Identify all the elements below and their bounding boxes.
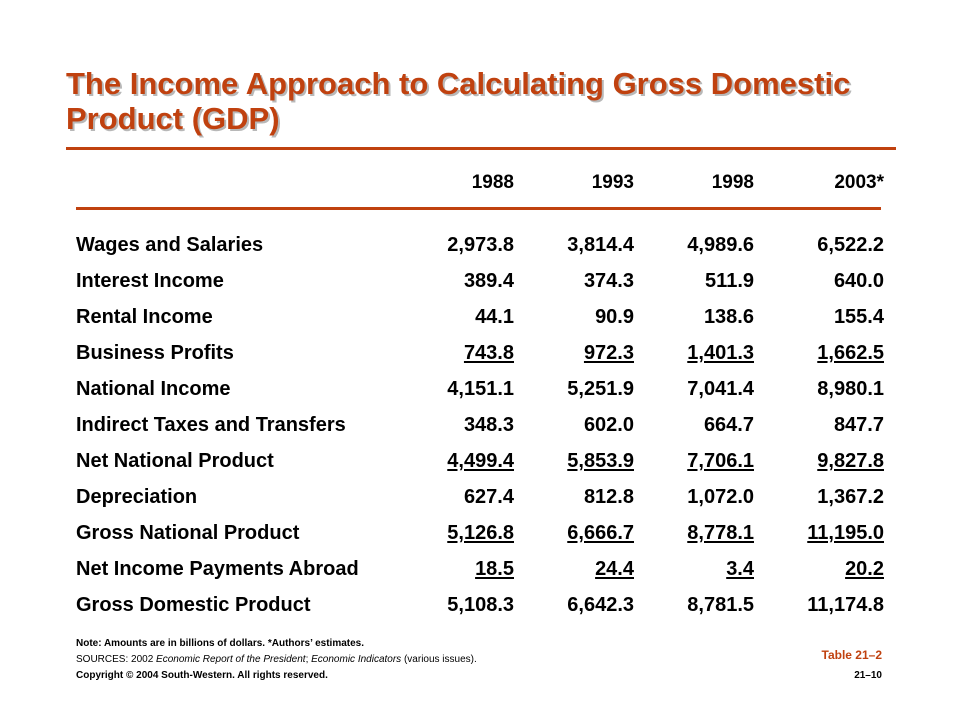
cell-value: 4,989.6 [687,234,754,256]
table-row: Rental Income 44.1 90.9 138.6 155.4 [0,306,960,342]
cell-value: 155.4 [833,306,884,328]
copyright-notice: Copyright © 2004 South-Western. All righ… [76,670,328,681]
table-row: Net National Product 4,499.4 5,853.9 7,7… [0,450,960,486]
header-divider [76,207,881,210]
cell-value: 640.0 [833,270,884,292]
cell-value: 5,126.8 [447,522,514,544]
cell-value: 8,781.5 [687,594,754,616]
table-row: Wages and Salaries 2,973.8 3,814.4 4,989… [0,234,960,270]
sources-title-2: Economic Indicators [311,654,402,665]
cell-value: 11,195.0 [807,522,884,544]
row-label: Net Income Payments Abroad [76,558,359,580]
table-note: Note: Amounts are in billions of dollars… [76,638,365,649]
cell-value: 627.4 [463,486,514,508]
cell-value: 8,980.1 [817,378,884,400]
row-label: Net National Product [76,450,274,472]
cell-value: 9,827.8 [817,450,884,472]
table-row: Gross National Product 5,126.8 6,666.7 8… [0,522,960,558]
cell-value: 7,041.4 [687,378,754,400]
cell-value: 812.8 [583,486,634,508]
table-row: Net Income Payments Abroad 18.5 24.4 3.4… [0,558,960,594]
cell-value: 1,367.2 [817,486,884,508]
title-divider [66,147,896,150]
cell-value: 6,642.3 [567,594,634,616]
cell-value: 24.4 [595,558,634,580]
column-header-1998: 1998 [711,172,754,193]
row-label: Gross Domestic Product [76,594,311,616]
cell-value: 389.4 [463,270,514,292]
cell-value: 18.5 [475,558,514,580]
sources-suffix: (various issues). [401,654,477,665]
cell-value: 972.3 [583,342,634,364]
cell-value: 3.4 [726,558,754,580]
cell-value: 90.9 [595,306,634,328]
cell-value: 1,662.5 [817,342,884,364]
cell-value: 1,072.0 [687,486,754,508]
cell-value: 5,853.9 [567,450,634,472]
cell-value: 1,401.3 [687,342,754,364]
cell-value: 5,251.9 [567,378,634,400]
cell-value: 6,666.7 [567,522,634,544]
cell-value: 11,174.8 [807,594,884,616]
table-row: Business Profits 743.8 972.3 1,401.3 1,6… [0,342,960,378]
cell-value: 138.6 [703,306,754,328]
cell-value: 44.1 [475,306,514,328]
row-label: Depreciation [76,486,198,508]
sources-title-1: Economic Report of the President [156,654,306,665]
row-label: Rental Income [76,306,213,328]
table-row: Gross Domestic Product 5,108.3 6,642.3 8… [0,594,960,630]
row-label: Indirect Taxes and Transfers [76,414,346,436]
row-label: Gross National Product [76,522,300,544]
row-label: National Income [76,378,231,400]
page-title: The Income Approach to Calculating Gross… [66,66,851,136]
cell-value: 8,778.1 [687,522,754,544]
column-header-1993: 1993 [591,172,634,193]
column-header-1988: 1988 [471,172,514,193]
cell-value: 743.8 [463,342,514,364]
cell-value: 374.3 [583,270,634,292]
cell-value: 4,499.4 [447,450,514,472]
cell-value: 602.0 [583,414,634,436]
cell-value: 6,522.2 [817,234,884,256]
cell-value: 2,973.8 [447,234,514,256]
column-header-2003: 2003* [834,172,884,193]
cell-value: 348.3 [463,414,514,436]
row-label: Interest Income [76,270,224,292]
table-row: Interest Income 389.4 374.3 511.9 640.0 [0,270,960,306]
sources-line: SOURCES: 2002 Economic Report of the Pre… [76,654,477,665]
sources-prefix: SOURCES: 2002 [76,654,157,665]
cell-value: 664.7 [703,414,754,436]
table-row: Depreciation 627.4 812.8 1,072.0 1,367.2 [0,486,960,522]
table-row: National Income 4,151.1 5,251.9 7,041.4 … [0,378,960,414]
cell-value: 5,108.3 [447,594,514,616]
cell-value: 4,151.1 [447,378,514,400]
row-label: Wages and Salaries [76,234,264,256]
cell-value: 3,814.4 [567,234,634,256]
table-row: Indirect Taxes and Transfers 348.3 602.0… [0,414,960,450]
page-number: 21–10 [854,670,882,681]
row-label: Business Profits [76,342,234,364]
cell-value: 847.7 [833,414,884,436]
cell-value: 20.2 [845,558,884,580]
sources-separator: ; [305,654,312,665]
table-identifier: Table 21–2 [821,648,882,662]
cell-value: 511.9 [705,270,754,292]
cell-value: 7,706.1 [687,450,754,472]
